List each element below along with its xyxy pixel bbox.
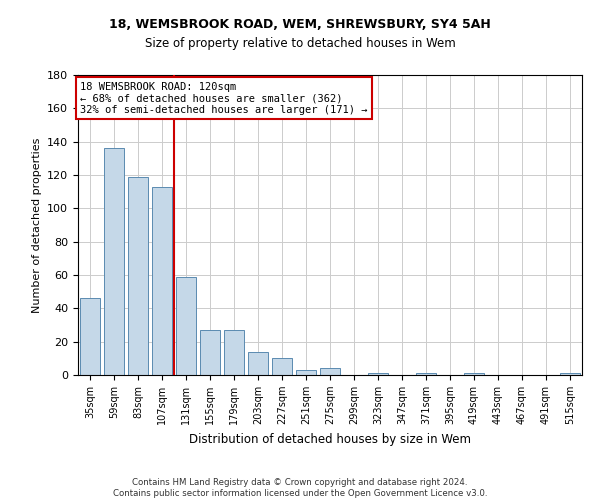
Bar [80,298,100,375]
Text: 18, WEMSBROOK ROAD, WEM, SHREWSBURY, SY4 5AH: 18, WEMSBROOK ROAD, WEM, SHREWSBURY, SY4… [109,18,491,30]
Bar [416,374,436,375]
X-axis label: Distribution of detached houses by size in Wem: Distribution of detached houses by size … [189,432,471,446]
Bar [272,358,292,375]
Text: Contains HM Land Registry data © Crown copyright and database right 2024.
Contai: Contains HM Land Registry data © Crown c… [113,478,487,498]
Bar [248,352,268,375]
Bar [464,374,484,375]
Bar [368,374,388,375]
Bar [200,330,220,375]
Y-axis label: Number of detached properties: Number of detached properties [32,138,41,312]
Bar [296,370,316,375]
Bar [176,276,196,375]
Text: 18 WEMSBROOK ROAD: 120sqm
← 68% of detached houses are smaller (362)
32% of semi: 18 WEMSBROOK ROAD: 120sqm ← 68% of detac… [80,82,368,115]
Bar [320,368,340,375]
Bar [104,148,124,375]
Bar [560,374,580,375]
Bar [128,176,148,375]
Text: Size of property relative to detached houses in Wem: Size of property relative to detached ho… [145,38,455,51]
Bar [224,330,244,375]
Bar [152,186,172,375]
